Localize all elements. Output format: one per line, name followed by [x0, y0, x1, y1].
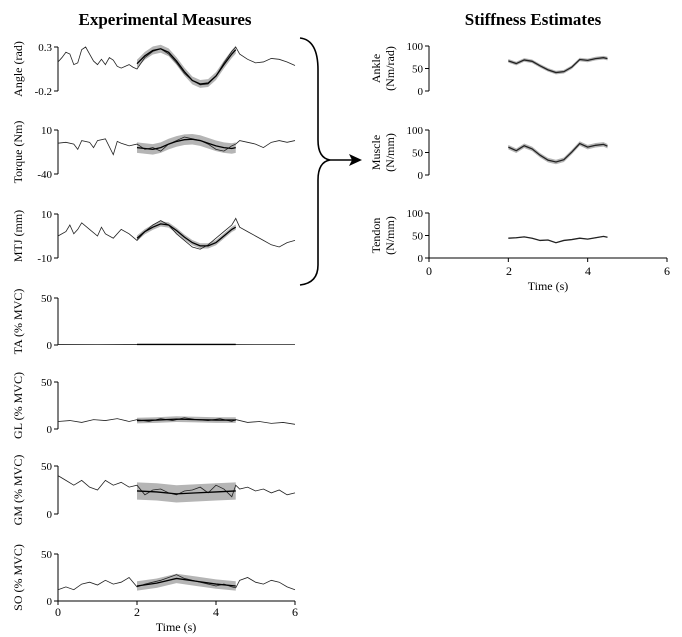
torque-mean-line — [136, 138, 236, 151]
gm-ylabel: GM (% MVC) — [11, 455, 25, 526]
gm-mean-line — [136, 490, 236, 495]
mtj-series-line — [57, 217, 296, 250]
gm-ytick-label-1: 0 — [47, 509, 53, 521]
so-ytick-label-0: 50 — [41, 549, 53, 561]
panel-gm: 50 0 GM (% MVC) — [11, 455, 296, 526]
heading-experimental-measures: Experimental Measures — [79, 10, 252, 29]
ankle-ylabel-line2: (Nm/rad) — [383, 46, 397, 91]
tendon-ylabel-line2: (N/mm) — [383, 216, 397, 255]
muscle-ylabel-line2: (N/mm) — [383, 133, 397, 172]
angle-ytick-label-1: -0.2 — [35, 86, 52, 98]
left-xlabel: Time (s) — [156, 620, 197, 634]
panel-so: 50 0 SO (% MVC) — [11, 544, 296, 611]
ta-ytick-label-1: 0 — [47, 340, 53, 352]
gl-ytick-label-1: 0 — [47, 424, 53, 436]
muscle-ytick-label-0: 100 — [407, 125, 424, 137]
tendon-ylabel-line1: Tendon — [369, 218, 383, 254]
panel-angle: 0.3 -0.2 Angle (rad) — [11, 41, 296, 98]
right-xtick-2: 2 — [506, 264, 512, 278]
panel-gl: 50 0 GL (% MVC) — [11, 372, 296, 439]
angle-sd-band — [137, 44, 236, 88]
so-series-line — [57, 574, 296, 591]
ta-ytick-label-0: 50 — [41, 293, 53, 305]
angle-series-line — [57, 46, 296, 86]
so-mean-line — [136, 577, 236, 587]
right-xtick-4: 4 — [585, 264, 591, 278]
muscle-ytick-label-1: 50 — [412, 148, 424, 160]
gm-series-line — [57, 475, 296, 498]
mtj-ylabel: MTJ (mm) — [11, 210, 25, 262]
muscle-ytick-label-2: 0 — [418, 170, 424, 182]
left-xtick-4: 4 — [213, 605, 219, 619]
so-sd-band — [137, 573, 236, 591]
right-xlabel: Time (s) — [528, 279, 569, 293]
angle-ytick-label-0: 0.3 — [38, 42, 52, 54]
right-xtick-6: 6 — [664, 264, 670, 278]
muscle-sd-band — [508, 141, 608, 165]
muscle-series-line — [508, 142, 608, 163]
panel-ankle: 100 50 0 Ankle (Nm/rad) — [369, 41, 608, 98]
left-xtick-2: 2 — [134, 605, 140, 619]
left-xtick-0: 0 — [55, 605, 61, 619]
tendon-series-line — [508, 235, 608, 244]
so-ytick-label-1: 0 — [47, 596, 53, 608]
panel-ta: 50 0 TA (% MVC) — [11, 289, 295, 355]
right-xtick-0: 0 — [426, 264, 432, 278]
gl-mean-line — [136, 418, 236, 422]
gm-ytick-label-0: 50 — [41, 461, 53, 473]
heading-stiffness-estimates: Stiffness Estimates — [465, 10, 602, 29]
gm-sd-band — [137, 482, 236, 503]
mtj-mean-line — [136, 223, 237, 247]
ankle-ytick-label-1: 50 — [412, 64, 424, 76]
ankle-ylabel-line1: Ankle — [369, 54, 383, 83]
left-xtick-6: 6 — [292, 605, 298, 619]
muscle-ylabel-line1: Muscle — [369, 135, 383, 170]
torque-ytick-label-1: -40 — [37, 169, 52, 181]
ta-ylabel: TA (% MVC) — [11, 289, 25, 355]
panel-tendon: 100 50 0 Tendon (N/mm) — [369, 208, 668, 265]
panel-muscle: 100 50 0 Muscle (N/mm) — [369, 125, 608, 182]
ankle-sd-band — [508, 55, 608, 75]
tendon-ytick-label-1: 50 — [412, 231, 424, 243]
bracket-connector — [299, 37, 331, 286]
panel-mtj: 10 -10 MTJ (mm) — [11, 209, 296, 265]
gl-ytick-label-0: 50 — [41, 377, 53, 389]
gl-ylabel: GL (% MVC) — [11, 372, 25, 439]
so-ylabel: SO (% MVC) — [11, 544, 25, 611]
tendon-ytick-label-2: 0 — [418, 253, 424, 265]
torque-ytick-label-0: 10 — [41, 125, 53, 137]
torque-sd-band — [137, 133, 236, 155]
angle-ylabel: Angle (rad) — [11, 41, 25, 97]
mtj-ytick-label-0: 10 — [41, 209, 53, 221]
angle-mean-line — [136, 48, 237, 85]
ankle-ytick-label-0: 100 — [407, 41, 424, 53]
mtj-ytick-label-1: -10 — [37, 253, 52, 265]
panel-torque: 10 -40 Torque (Nm) — [11, 121, 296, 184]
arrow-head-icon — [349, 154, 362, 166]
ankle-series-line — [508, 57, 608, 74]
tendon-ytick-label-0: 100 — [407, 208, 424, 220]
torque-ylabel: Torque (Nm) — [11, 121, 25, 184]
ankle-ytick-label-2: 0 — [418, 86, 424, 98]
